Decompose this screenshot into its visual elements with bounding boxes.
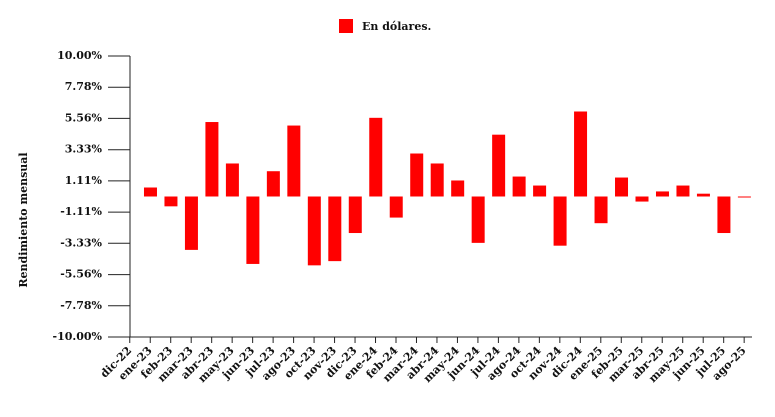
bar xyxy=(553,196,567,246)
bar xyxy=(737,196,751,198)
bar xyxy=(328,196,342,262)
y-tick-label: -3.33% xyxy=(60,236,102,249)
bar xyxy=(676,185,690,197)
bar xyxy=(369,117,383,197)
legend-label: En dólares. xyxy=(362,20,431,33)
bar xyxy=(348,196,362,234)
y-tick-label: 10.00% xyxy=(57,49,102,62)
bar xyxy=(410,153,424,197)
bar xyxy=(635,196,649,202)
bar xyxy=(451,180,465,197)
y-tick-label: -7.78% xyxy=(60,299,102,312)
bar xyxy=(205,122,219,197)
legend-swatch xyxy=(339,19,353,33)
bar xyxy=(287,125,301,197)
bar xyxy=(717,196,731,234)
bar xyxy=(696,193,710,197)
bar xyxy=(164,196,178,207)
bar xyxy=(533,185,547,197)
bar xyxy=(594,196,608,224)
bar xyxy=(307,196,321,266)
bar xyxy=(389,196,403,218)
bar xyxy=(225,163,239,197)
y-tick-label: -1.11% xyxy=(60,205,102,218)
y-tick-label: 3.33% xyxy=(65,143,103,156)
y-tick-label: -5.56% xyxy=(60,268,102,281)
bar xyxy=(492,134,506,197)
bar xyxy=(574,111,588,197)
bar xyxy=(655,191,669,197)
y-axis-label: Rendimiento mensual xyxy=(17,152,30,287)
y-tick-label: 7.78% xyxy=(65,80,103,93)
bar xyxy=(143,187,157,197)
bar xyxy=(246,196,260,264)
y-tick-label: 1.11% xyxy=(65,174,103,187)
y-tick-label: -10.00% xyxy=(53,330,103,343)
bar xyxy=(615,177,629,197)
bar xyxy=(184,196,198,250)
y-tick-label: 5.56% xyxy=(65,111,103,124)
bar xyxy=(430,163,444,197)
bar xyxy=(512,176,526,197)
bar xyxy=(471,196,485,243)
bar xyxy=(266,171,280,197)
